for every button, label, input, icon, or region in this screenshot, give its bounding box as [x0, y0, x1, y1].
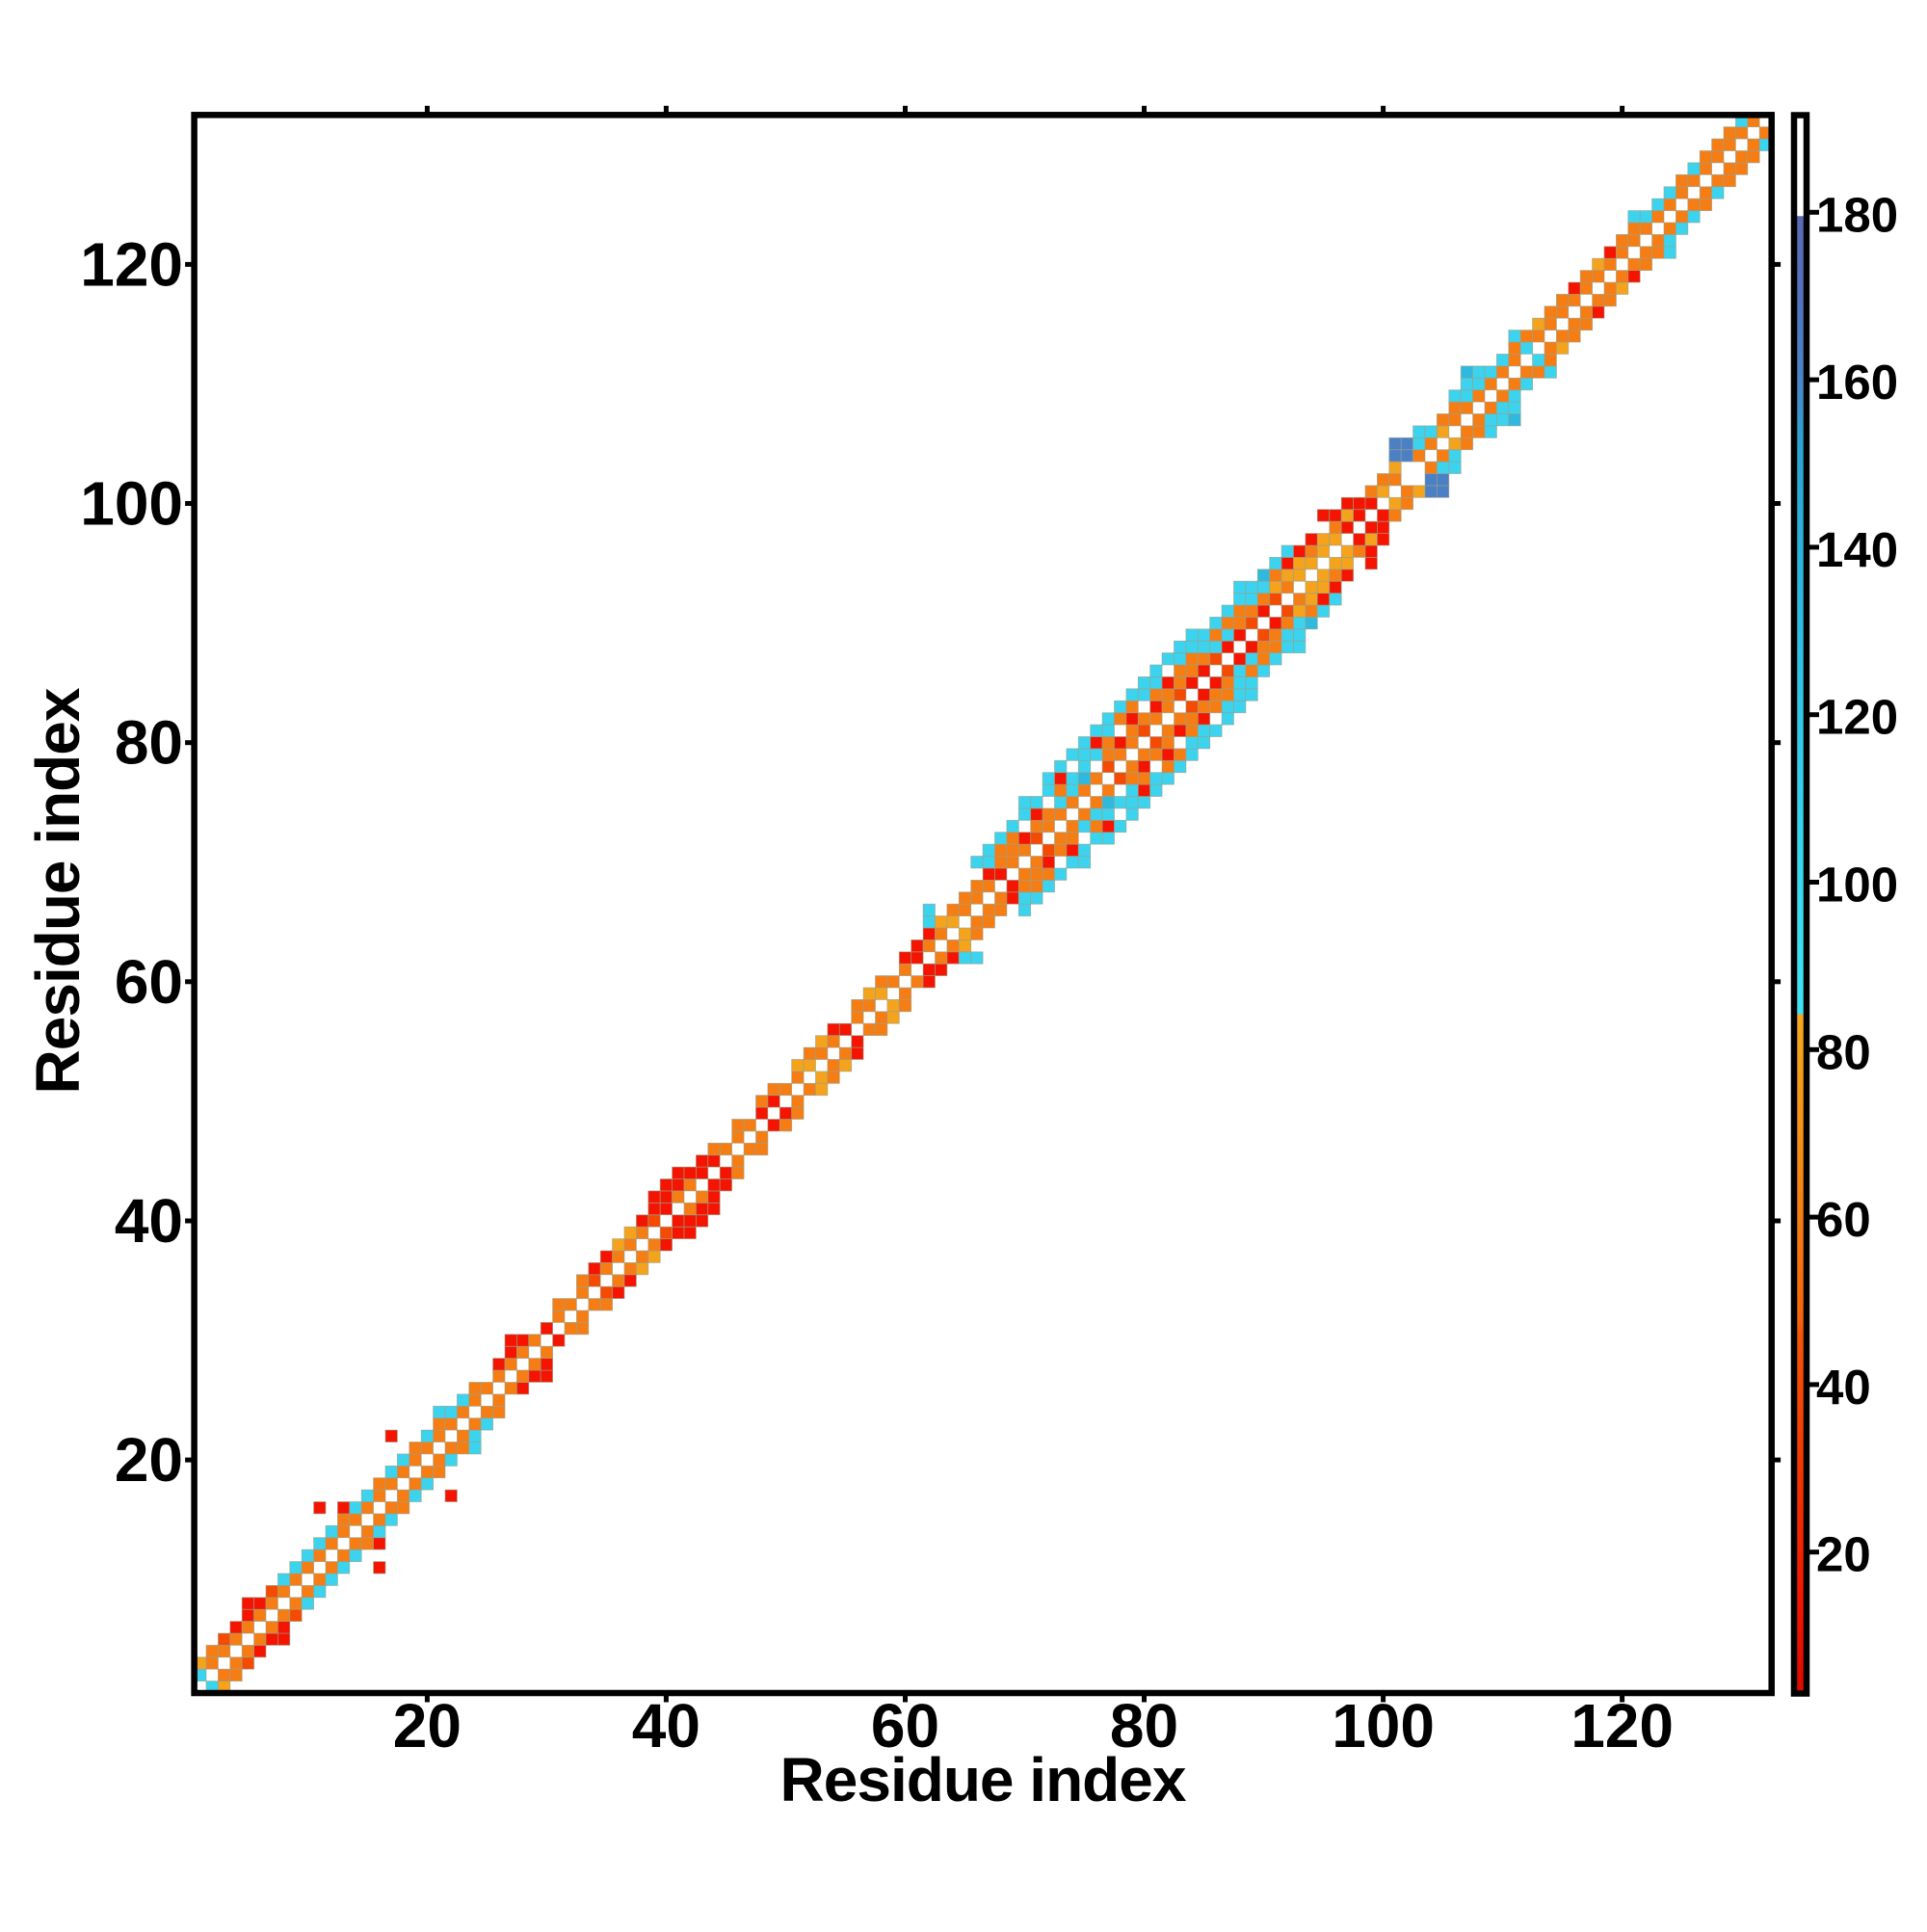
- svg-text:160: 160: [1816, 355, 1898, 410]
- svg-text:80: 80: [1816, 1024, 1871, 1079]
- svg-text:Residue index: Residue index: [23, 687, 92, 1094]
- svg-text:120: 120: [1571, 1691, 1674, 1760]
- svg-text:80: 80: [1110, 1691, 1178, 1760]
- svg-text:60: 60: [871, 1691, 939, 1760]
- svg-text:120: 120: [80, 229, 183, 299]
- svg-text:20: 20: [115, 1425, 183, 1495]
- svg-text:100: 100: [1332, 1691, 1435, 1760]
- svg-text:40: 40: [1816, 1360, 1871, 1415]
- svg-text:100: 100: [80, 469, 183, 539]
- svg-text:Residue index: Residue index: [780, 1745, 1187, 1814]
- svg-text:60: 60: [115, 947, 183, 1017]
- svg-text:120: 120: [1816, 690, 1898, 745]
- svg-text:40: 40: [115, 1186, 183, 1256]
- svg-text:100: 100: [1816, 858, 1898, 913]
- svg-text:180: 180: [1816, 187, 1898, 242]
- svg-text:20: 20: [1816, 1527, 1871, 1582]
- svg-text:40: 40: [632, 1691, 700, 1760]
- svg-text:60: 60: [1816, 1192, 1871, 1247]
- svg-text:20: 20: [393, 1691, 462, 1760]
- svg-text:140: 140: [1816, 522, 1898, 577]
- svg-text:80: 80: [115, 708, 183, 778]
